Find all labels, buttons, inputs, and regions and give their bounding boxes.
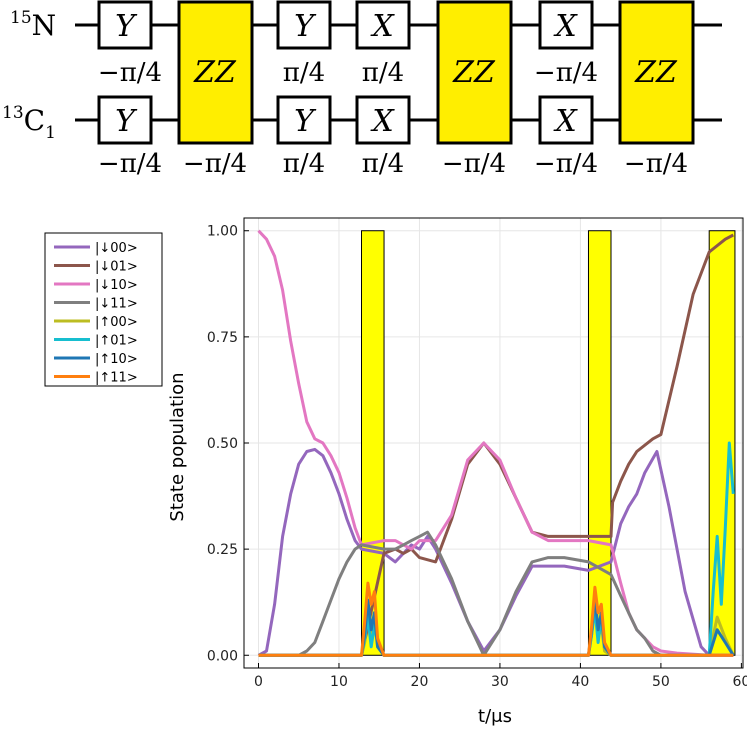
gate-column-7: ZZ −π/4 [618, 0, 695, 179]
qubit-label-c13: 13C1 [2, 103, 56, 143]
series-lines [257, 229, 735, 657]
population-chart: 0 10 20 30 40 50 60 0.00 0.25 0.50 0.75 1.00 t/μs S… [44, 217, 747, 727]
gate-y-n15 [97, 0, 153, 50]
legend-label: |↑01> [95, 334, 138, 349]
gate-label: ZZ [634, 55, 678, 90]
gate-x-n15 [538, 0, 594, 50]
y-tick-label: 0.00 [207, 648, 238, 664]
gate-label: Y [294, 104, 317, 139]
series-line-1 [257, 447, 734, 657]
legend: |↓00> |↓01> |↓10> |↓11> |↑00> |↑01> |↑10> |↑11> [44, 232, 163, 387]
y-tick-label: 0.50 [207, 436, 238, 452]
y-axis-label: State population [167, 372, 188, 521]
gate-label: Y [115, 9, 138, 44]
gate-column-6: X −π/4 X −π/4 [534, 0, 598, 179]
legend-label: |↑00> [95, 315, 138, 330]
angle-label: π/4 [283, 58, 325, 88]
gate-column-4: X π/4 X π/4 [355, 0, 411, 179]
gate-zz [177, 0, 254, 145]
gate-column-2: ZZ −π/4 [177, 0, 254, 179]
angle-label: π/4 [362, 58, 404, 88]
x-axis-label: t/μs [478, 706, 512, 727]
gate-x-c13 [538, 95, 594, 145]
x-tick-label: 20 [411, 674, 429, 690]
legend-label: |↓10> [95, 278, 138, 293]
qubit-label-n15: 15N [10, 8, 56, 42]
gate-x-c13 [355, 95, 411, 145]
angle-label: −π/4 [624, 149, 688, 179]
angle-label: π/4 [362, 149, 404, 179]
gate-x-n15 [355, 0, 411, 50]
series-line-4 [258, 530, 734, 657]
gate-zz [436, 0, 513, 145]
legend-label: |↓01> [95, 260, 138, 275]
angle-label: −π/4 [442, 149, 506, 179]
series-line-2 [258, 233, 734, 657]
angle-label: π/4 [283, 149, 325, 179]
gate-label: Y [294, 9, 317, 44]
y-tick-label: 0.25 [207, 542, 238, 558]
axis-ticks: 0 10 20 30 40 50 60 0.00 0.25 0.50 0.75 1.00 [207, 224, 747, 690]
x-tick-label: 30 [491, 674, 509, 690]
legend-label: |↑11> [95, 371, 138, 386]
gate-label: Y [115, 104, 138, 139]
series-line-8 [258, 581, 734, 657]
gate-y-c13 [97, 95, 153, 145]
series-line-5 [258, 602, 735, 657]
x-tick-label: 10 [330, 674, 348, 690]
angle-label: −π/4 [98, 58, 162, 88]
y-tick-label: 1.00 [207, 224, 238, 240]
gate-zz [618, 0, 695, 145]
grid [244, 218, 743, 668]
gate-column-1: Y −π/4 Y −π/4 [97, 0, 162, 179]
legend-label: |↓00> [95, 241, 138, 256]
angle-label: −π/4 [183, 149, 247, 179]
gate-column-5: ZZ −π/4 [436, 0, 513, 179]
gate-label: X [370, 9, 395, 44]
angle-label: −π/4 [98, 149, 162, 179]
x-tick-label: 40 [572, 674, 590, 690]
gate-label: X [553, 104, 578, 139]
zz-pulse-window [587, 230, 612, 656]
x-tick-label: 60 [732, 674, 747, 690]
angle-label: −π/4 [534, 149, 598, 179]
gate-label: X [553, 9, 578, 44]
legend-box [44, 232, 163, 387]
legend-label: |↓11> [95, 297, 138, 312]
gate-label: X [370, 104, 395, 139]
gate-y-c13 [276, 95, 332, 145]
gate-label: ZZ [193, 55, 237, 90]
circuit-diagram: 15N 13C1 Y −π/4 Y −π/4 ZZ −π/4 Y π/4 Y π… [2, 0, 722, 179]
gate-y-n15 [276, 0, 332, 50]
angle-label: −π/4 [534, 58, 598, 88]
gate-column-3: Y π/4 Y π/4 [276, 0, 332, 179]
x-tick-label: 0 [254, 674, 263, 690]
legend-label: |↑10> [95, 352, 138, 367]
gate-label: ZZ [452, 55, 496, 90]
x-tick-label: 50 [652, 674, 670, 690]
zz-pulse-window [361, 230, 385, 656]
y-tick-label: 0.75 [207, 330, 238, 346]
